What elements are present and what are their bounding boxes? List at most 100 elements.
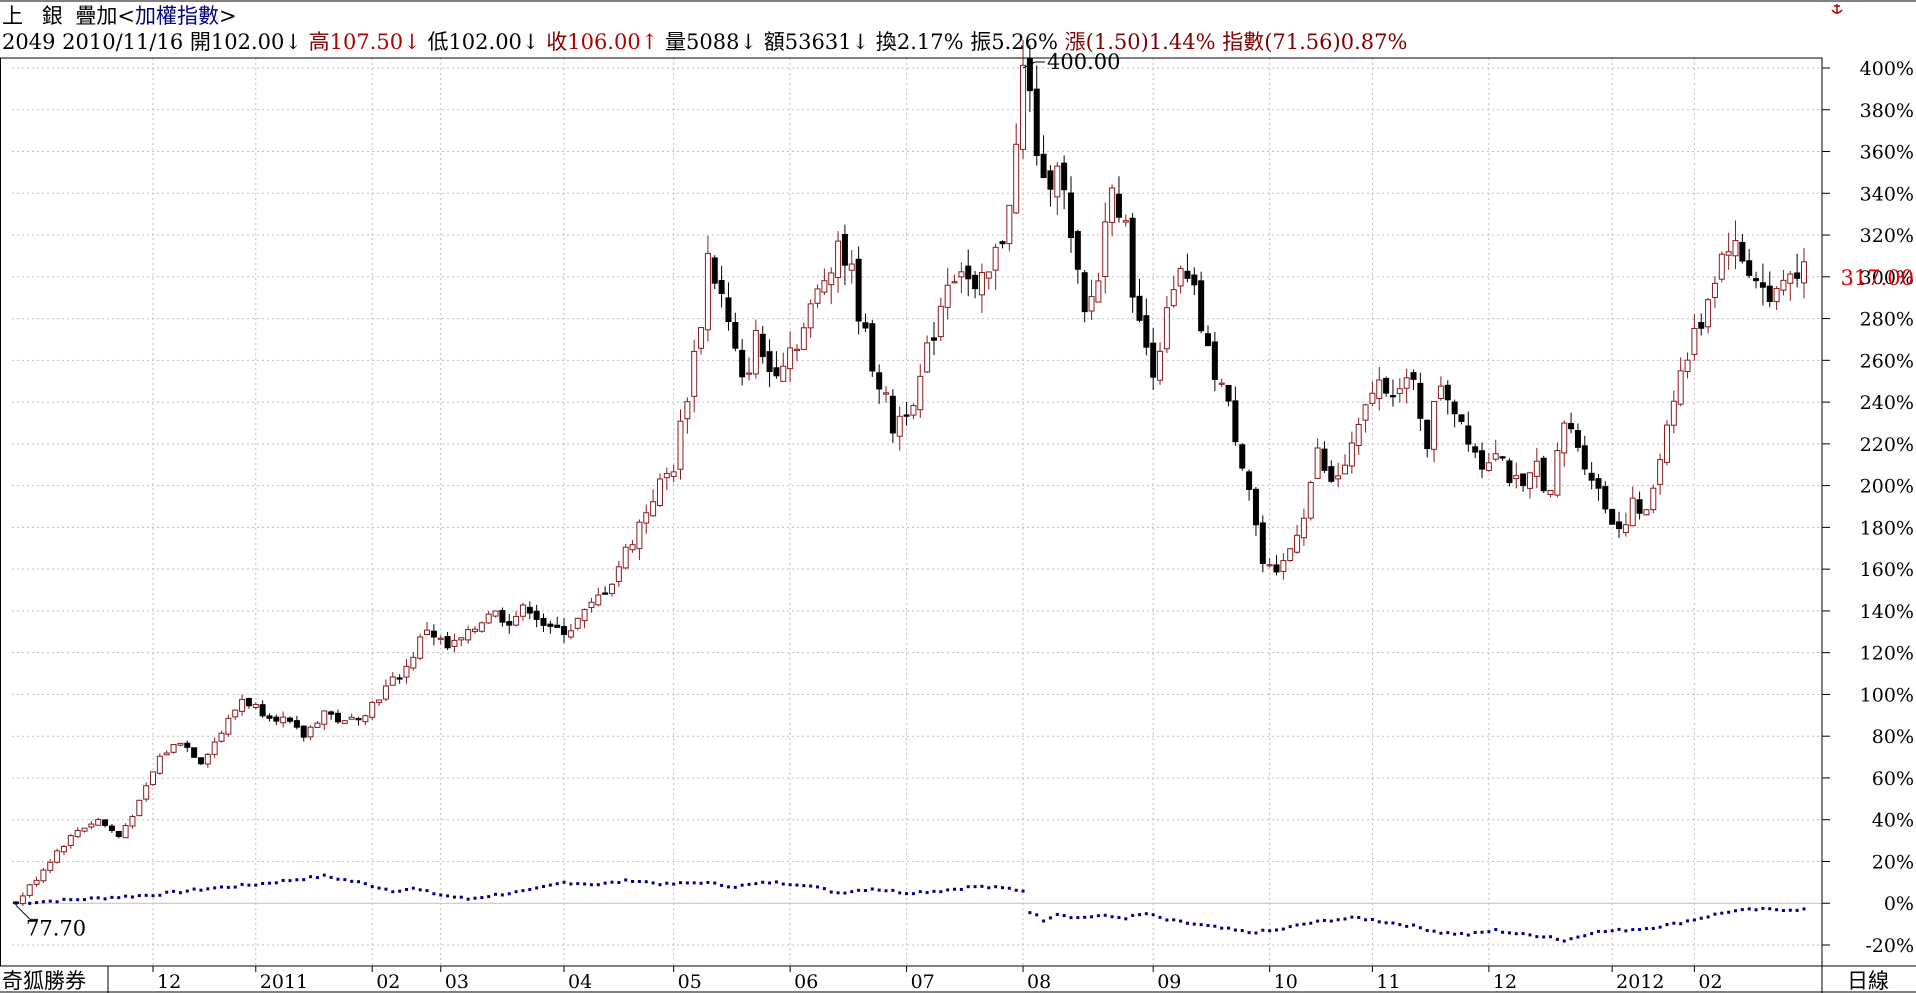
candle [266, 713, 273, 722]
period-button[interactable]: 日線 [1847, 969, 1889, 993]
index-point [781, 882, 785, 886]
candle-body-up [1431, 400, 1438, 450]
overlay-index-name[interactable]: 加權指數 [134, 4, 219, 28]
candle [259, 700, 266, 718]
candle-body-down [1273, 564, 1280, 573]
candle [81, 827, 88, 833]
index-point [220, 885, 224, 889]
candle [1383, 376, 1390, 397]
index-point [905, 892, 909, 896]
candle [1157, 342, 1164, 385]
candle-body-down [1766, 285, 1773, 303]
high-marker-label: 400.00 [1047, 50, 1120, 74]
candle-body-down [102, 819, 109, 826]
candle-body-down [1568, 423, 1575, 430]
candle-body-up [403, 665, 410, 678]
candle [1718, 251, 1725, 283]
x-tick-label: 04 [568, 971, 592, 993]
candle-body-down [506, 621, 513, 626]
candle-body-down [184, 742, 191, 748]
index-point [548, 883, 552, 887]
candle-body-up [1650, 487, 1657, 511]
amplitude-value: 5.26% [991, 30, 1058, 54]
candle [74, 827, 81, 838]
candle [1321, 441, 1328, 474]
candle [1643, 508, 1650, 516]
candle [1054, 162, 1061, 216]
candle-body-down [561, 626, 568, 635]
candle-body-down [1033, 88, 1040, 156]
candle-body-up [650, 501, 657, 517]
candle [1705, 298, 1712, 334]
candle [1595, 473, 1602, 501]
candle-body-up [1335, 475, 1342, 480]
index-point [1603, 930, 1607, 934]
candle [458, 637, 465, 647]
index-point [644, 880, 648, 884]
index-point [761, 880, 765, 884]
index-point [1268, 929, 1272, 933]
index-point [1124, 917, 1128, 921]
index-point [89, 896, 93, 900]
index-point [631, 880, 635, 884]
index-point [1000, 886, 1004, 890]
candle [889, 389, 896, 443]
index-point [685, 881, 689, 885]
overlay-close: > [218, 4, 237, 28]
index-point [500, 893, 504, 897]
index-point [1233, 928, 1237, 932]
index-point [946, 888, 950, 892]
candle [602, 586, 609, 595]
open-value: 102.00 [210, 30, 285, 54]
candle-body-up [670, 471, 677, 477]
index-point [1151, 913, 1155, 917]
candle-body-down [1424, 419, 1431, 450]
candle-body-up [1157, 350, 1164, 381]
index-point [1384, 921, 1388, 925]
index-point [35, 901, 39, 905]
candle-body-down [1540, 457, 1547, 492]
index-point [1692, 918, 1696, 922]
candle [1170, 275, 1177, 308]
close-arrow: ↑ [640, 30, 659, 54]
index-point [1336, 918, 1340, 922]
candle [108, 823, 115, 833]
candle [1355, 417, 1362, 455]
index-change-label: 指數 [1222, 30, 1265, 54]
x-tick-label: 11 [1376, 971, 1400, 993]
candle [1403, 368, 1410, 404]
candle [1013, 123, 1020, 215]
candle-body-down [1067, 192, 1074, 239]
candle-body-down [718, 280, 725, 294]
low-marker-label: 77.70 [26, 916, 86, 940]
candle-body-down [108, 825, 115, 831]
y-tick-label: 180% [1860, 517, 1914, 539]
candle-body-up [81, 827, 88, 832]
candle-body-down [1506, 460, 1513, 484]
candle [1417, 372, 1424, 431]
candle [245, 697, 252, 709]
candle [492, 610, 499, 618]
index-point [172, 889, 176, 893]
index-point [165, 890, 169, 894]
candle-body-up [362, 715, 369, 723]
index-point [1014, 888, 1018, 892]
candle-body-up [629, 544, 636, 551]
index-point [1281, 927, 1285, 931]
turnover-value: 2.17% [896, 30, 964, 54]
anchor-icon[interactable] [1831, 4, 1843, 14]
candle-body-down [1417, 382, 1424, 419]
index-point [535, 886, 539, 890]
candle-body-down [287, 717, 294, 722]
candle [814, 284, 821, 309]
index-point [1453, 932, 1457, 936]
candle [1376, 366, 1383, 411]
index-point [1446, 931, 1450, 935]
candle-body-up [752, 330, 759, 375]
candle-body-down [999, 241, 1006, 245]
index-point [514, 890, 518, 894]
candle-body-up [800, 327, 807, 350]
index-point [1775, 908, 1779, 912]
annotation-layer: 400.00 77.70 317.00 [15, 50, 1914, 940]
candle-body-up [684, 401, 691, 420]
